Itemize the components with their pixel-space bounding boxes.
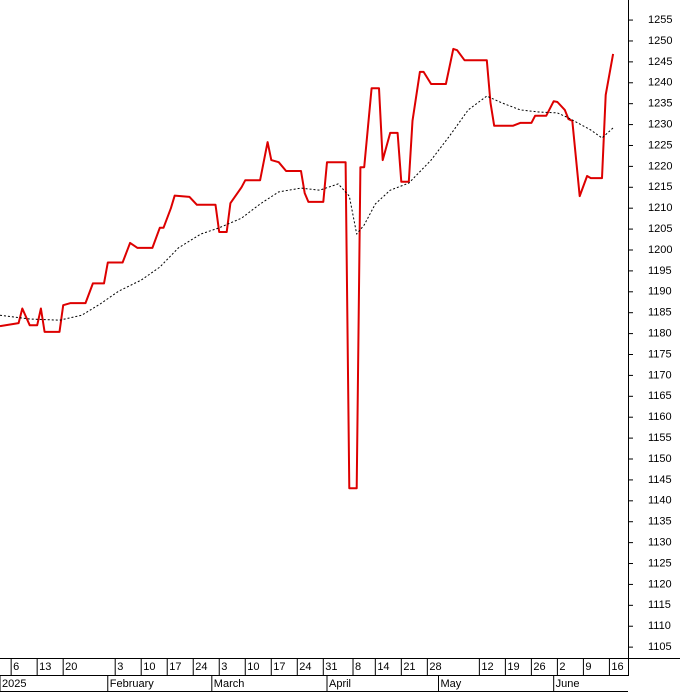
y-tick-label: 1240 (648, 77, 672, 89)
y-tick-label: 1105 (648, 641, 672, 653)
y-tick-label: 1210 (648, 202, 672, 214)
x-tick-label: 9 (585, 661, 591, 673)
y-tick-label: 1185 (648, 307, 672, 319)
y-tick-label: 1205 (648, 223, 672, 235)
x-tick-label: 21 (403, 661, 415, 673)
x-tick-label: 3 (117, 661, 123, 673)
month-label: February (110, 678, 155, 690)
month-label: 2025 (2, 678, 26, 690)
y-tick-label: 1140 (648, 495, 672, 507)
x-tick-label: 10 (143, 661, 155, 673)
month-label: March (214, 678, 245, 690)
x-tick-label: 12 (481, 661, 493, 673)
y-tick-label: 1230 (648, 118, 672, 130)
y-tick-label: 1225 (648, 139, 672, 151)
y-tick-label: 1135 (648, 516, 672, 528)
y-tick-label: 1175 (648, 348, 672, 360)
y-tick-label: 1215 (648, 181, 672, 193)
x-tick-label: 17 (273, 661, 285, 673)
x-tick-label: 6 (13, 661, 19, 673)
y-tick-label: 1235 (648, 98, 672, 110)
y-tick-label: 1165 (648, 390, 672, 402)
x-tick-label: 24 (299, 661, 311, 673)
price-line (0, 95, 614, 321)
y-tick-label: 1250 (648, 35, 672, 47)
month-label: May (440, 678, 461, 690)
y-tick-label: 1190 (648, 286, 672, 298)
y-tick-label: 1130 (648, 537, 672, 549)
x-tick-label: 2 (559, 661, 565, 673)
y-tick-label: 1220 (648, 160, 672, 172)
y-tick-label: 1120 (648, 578, 672, 590)
y-tick-label: 1180 (648, 328, 672, 340)
x-tick-label: 19 (507, 661, 519, 673)
month-label: April (329, 678, 351, 690)
x-tick-label: 10 (247, 661, 259, 673)
y-tick-label: 1110 (648, 620, 671, 632)
x-tick-label: 28 (429, 661, 441, 673)
y-tick-label: 1255 (648, 14, 672, 26)
y-tick-label: 1125 (648, 557, 672, 569)
y-tick-label: 1195 (648, 265, 672, 277)
y-tick-label: 1200 (648, 244, 672, 256)
x-tick-label: 26 (533, 661, 545, 673)
x-tick-label: 13 (39, 661, 51, 673)
x-tick-label: 20 (65, 661, 77, 673)
x-tick-label: 17 (169, 661, 181, 673)
x-tick-label: 8 (355, 661, 361, 673)
price-line (0, 47, 615, 490)
y-tick-label: 1145 (648, 474, 672, 486)
x-tick-label: 16 (611, 661, 623, 673)
y-tick-label: 1115 (648, 599, 671, 611)
month-label: June (556, 678, 580, 690)
x-tick-label: 3 (221, 661, 227, 673)
y-tick-label: 1150 (648, 453, 672, 465)
y-tick-label: 1170 (648, 369, 672, 381)
y-tick-label: 1245 (648, 56, 672, 68)
x-tick-label: 14 (377, 661, 389, 673)
y-tick-label: 1155 (648, 432, 672, 444)
x-tick-label: 31 (325, 661, 337, 673)
y-tick-label: 1160 (648, 411, 672, 423)
x-tick-label: 24 (195, 661, 207, 673)
